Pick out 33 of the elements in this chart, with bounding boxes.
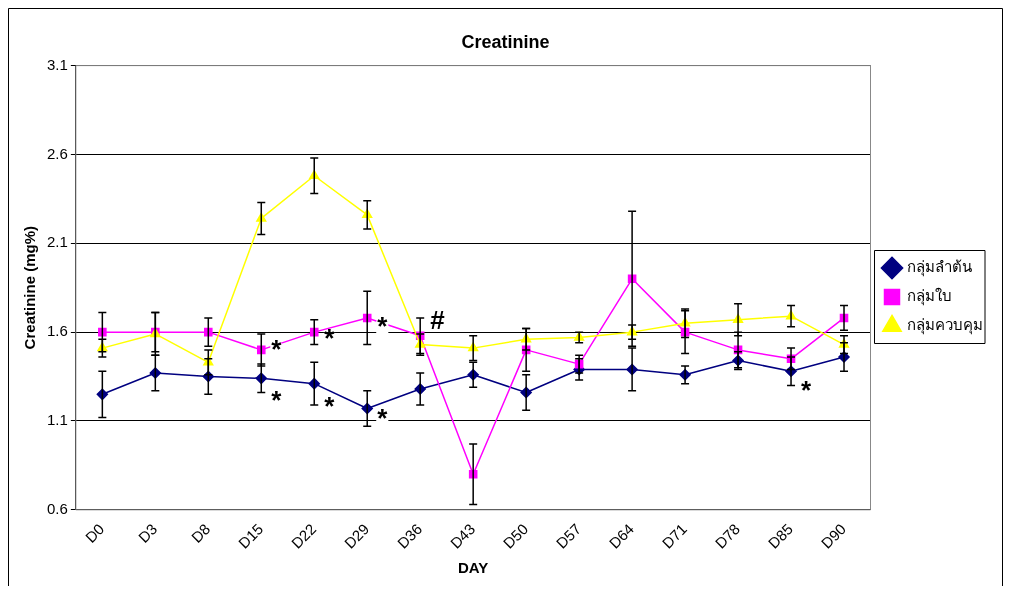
annotation: * bbox=[801, 374, 813, 405]
y-tick-label: 3.1 bbox=[46, 55, 68, 73]
y-tick-label: 1.6 bbox=[46, 322, 68, 340]
chart-title: Creatinine bbox=[461, 31, 550, 52]
x-tick-label: D71 bbox=[658, 520, 691, 552]
y-tick-label: 2.6 bbox=[46, 144, 68, 162]
legend-label: กลุ่มใบ bbox=[907, 287, 952, 307]
x-tick-label: D43 bbox=[446, 520, 479, 552]
x-tick-label: D85 bbox=[764, 520, 797, 552]
x-tick-label: D64 bbox=[605, 520, 638, 552]
x-tick-label: D8 bbox=[187, 520, 214, 546]
y-tick-label: 0.6 bbox=[46, 499, 68, 517]
annotation: * bbox=[271, 385, 283, 416]
x-tick-label: D78 bbox=[711, 520, 744, 552]
x-tick-label: D0 bbox=[81, 520, 108, 546]
x-tick-label: D22 bbox=[287, 520, 320, 552]
x-tick-label: D29 bbox=[340, 520, 373, 552]
annotation: # bbox=[430, 305, 446, 336]
y-tick-label: 1.1 bbox=[46, 411, 68, 429]
x-tick-label: D3 bbox=[134, 520, 161, 546]
x-tick-label: D36 bbox=[393, 520, 426, 552]
x-tick-label: D15 bbox=[234, 520, 267, 552]
annotation: * bbox=[377, 310, 389, 341]
legend-label: กลุ่มควบคุม bbox=[907, 316, 983, 336]
x-tick-label: D50 bbox=[499, 520, 532, 552]
x-axis-title: DAY bbox=[458, 559, 489, 577]
annotation: * bbox=[377, 403, 389, 434]
annotation: * bbox=[271, 333, 283, 364]
legend-label: กลุ่มลำต้น bbox=[907, 258, 972, 278]
x-tick-label: D90 bbox=[817, 520, 850, 552]
y-axis-title: Creatinine (mg%) bbox=[21, 226, 39, 350]
annotation: * bbox=[324, 390, 336, 421]
y-tick-label: 2.1 bbox=[46, 233, 68, 251]
